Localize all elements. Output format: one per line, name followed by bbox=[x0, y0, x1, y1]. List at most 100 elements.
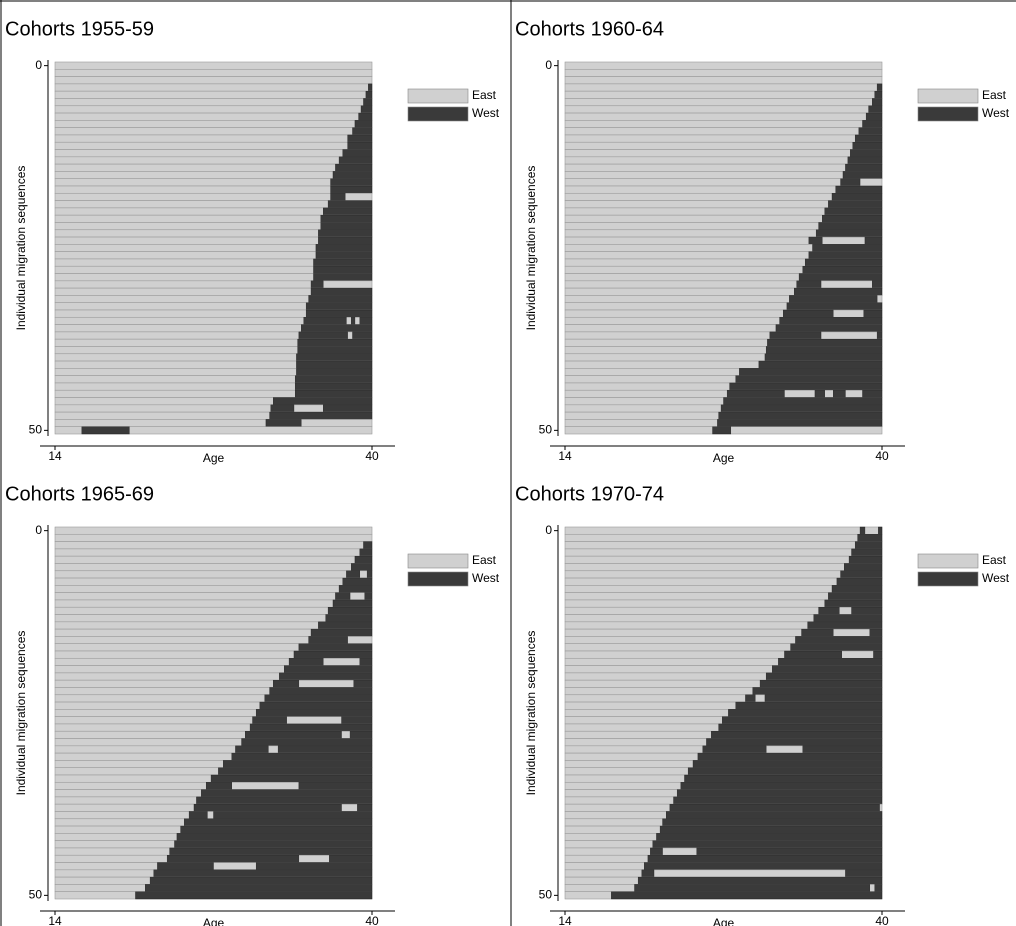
west-spell bbox=[718, 723, 883, 732]
west-spell bbox=[812, 244, 883, 252]
west-spell bbox=[294, 390, 373, 398]
east-row bbox=[54, 149, 373, 158]
west-spell bbox=[712, 426, 732, 435]
west-spell bbox=[833, 390, 846, 398]
west-spell bbox=[296, 360, 373, 369]
west-spell bbox=[255, 709, 373, 717]
east-row bbox=[564, 76, 883, 85]
east-row bbox=[54, 555, 373, 564]
west-spell bbox=[865, 112, 883, 121]
west-spell bbox=[717, 419, 883, 427]
west-spell bbox=[213, 811, 373, 819]
east-row bbox=[54, 200, 373, 209]
panel-title: Cohorts 1955-59 bbox=[5, 18, 154, 40]
west-spell bbox=[659, 825, 883, 834]
west-spell bbox=[368, 83, 373, 92]
west-spell bbox=[235, 745, 269, 754]
west-spell bbox=[845, 163, 883, 172]
west-spell bbox=[673, 796, 883, 805]
y-axis-label: Individual migration sequences bbox=[524, 166, 538, 331]
x-tick-label: 40 bbox=[365, 914, 379, 926]
legend-label: West bbox=[982, 106, 1010, 120]
west-spell bbox=[801, 628, 834, 637]
y-tick-label: 0 bbox=[545, 58, 552, 72]
west-spell bbox=[794, 287, 883, 296]
x-axis-label: Age bbox=[713, 451, 735, 465]
west-spell bbox=[662, 818, 883, 827]
east-row bbox=[564, 548, 883, 557]
west-spell bbox=[706, 738, 883, 747]
x-tick-label: 14 bbox=[558, 449, 572, 463]
west-spell bbox=[641, 869, 655, 878]
east-row bbox=[54, 61, 373, 70]
west-spell bbox=[205, 782, 232, 790]
west-spell bbox=[822, 214, 883, 223]
west-spell bbox=[358, 112, 373, 121]
west-spell bbox=[775, 324, 883, 333]
west-spell bbox=[365, 90, 373, 99]
west-spell bbox=[196, 796, 373, 805]
east-row bbox=[54, 105, 373, 114]
west-spell bbox=[332, 599, 373, 608]
legend-label: East bbox=[982, 553, 1007, 567]
west-spell bbox=[279, 672, 373, 681]
west-spell bbox=[244, 731, 342, 739]
west-spell bbox=[342, 149, 373, 158]
x-tick-label: 40 bbox=[365, 449, 379, 463]
west-spell bbox=[851, 548, 883, 557]
x-tick-label: 14 bbox=[48, 914, 62, 926]
west-spell bbox=[284, 665, 373, 674]
east-row bbox=[564, 68, 883, 77]
west-spell bbox=[873, 650, 883, 659]
west-spell bbox=[745, 694, 756, 703]
west-spell bbox=[184, 818, 373, 827]
west-spell bbox=[347, 134, 373, 143]
east-row bbox=[54, 112, 373, 121]
east-row bbox=[54, 526, 373, 535]
legend-label: East bbox=[982, 88, 1007, 102]
east-row bbox=[564, 141, 883, 150]
west-spell bbox=[687, 767, 883, 776]
west-spell bbox=[352, 331, 373, 340]
west-spell bbox=[259, 701, 373, 710]
west-spell bbox=[824, 599, 883, 608]
east-row bbox=[564, 163, 883, 172]
east-row bbox=[54, 178, 373, 187]
panel: Cohorts 1965-69 0 50 14 40 Age Individual migr… bbox=[5, 483, 500, 926]
east-row bbox=[54, 76, 373, 85]
west-spell bbox=[769, 331, 822, 340]
west-spell bbox=[789, 295, 878, 303]
east-row bbox=[54, 548, 373, 557]
west-spell bbox=[363, 98, 373, 106]
west-spell bbox=[840, 570, 883, 579]
x-tick-label: 14 bbox=[558, 914, 572, 926]
east-row bbox=[54, 83, 373, 92]
y-tick-label: 0 bbox=[35, 523, 42, 537]
west-spell bbox=[814, 390, 825, 398]
west-spell bbox=[359, 317, 373, 325]
west-spell bbox=[874, 884, 883, 892]
panel-title: Cohorts 1965-69 bbox=[5, 483, 154, 505]
west-spell bbox=[637, 876, 883, 885]
legend-label: East bbox=[472, 88, 497, 102]
west-spell bbox=[264, 694, 373, 703]
west-spell bbox=[347, 142, 373, 150]
east-row bbox=[54, 185, 373, 194]
west-spell bbox=[315, 251, 373, 260]
west-spell bbox=[722, 716, 883, 725]
legend-label: East bbox=[472, 553, 497, 567]
east-row bbox=[54, 716, 373, 725]
west-spell bbox=[310, 628, 373, 637]
west-spell bbox=[305, 302, 373, 311]
east-row bbox=[564, 90, 883, 99]
west-spell bbox=[692, 760, 883, 768]
legend-swatch bbox=[917, 88, 979, 104]
west-spell bbox=[294, 375, 373, 384]
west-spell bbox=[720, 404, 883, 413]
east-row bbox=[54, 657, 373, 666]
west-spell bbox=[778, 658, 883, 666]
west-spell bbox=[320, 222, 373, 230]
east-row bbox=[54, 426, 373, 435]
west-spell bbox=[218, 767, 373, 776]
east-row bbox=[54, 585, 373, 593]
